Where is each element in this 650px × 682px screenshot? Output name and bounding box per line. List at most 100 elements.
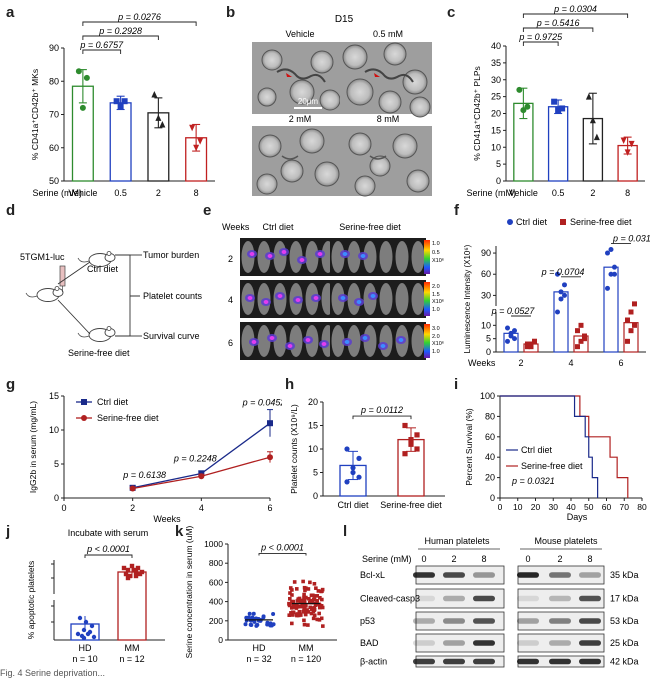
k-point-1-109 bbox=[304, 595, 308, 600]
bli-signal-core-0-0-1 bbox=[267, 254, 273, 258]
blot-band-4-0 bbox=[413, 658, 435, 665]
c-pvalue-0: p = 0.0304 bbox=[553, 4, 597, 14]
f-ytick-label: 0 bbox=[486, 347, 491, 357]
j-point-0-1 bbox=[81, 627, 87, 633]
g-xtick-label: 6 bbox=[267, 503, 272, 513]
a-point-0-1 bbox=[79, 104, 86, 111]
a-pvalue-bracket-0 bbox=[82, 21, 197, 26]
i-xtick-label: 80 bbox=[637, 502, 647, 512]
h-point-0-0 bbox=[344, 479, 350, 485]
c-ytick-label: 35 bbox=[491, 58, 501, 68]
j-category-label-0: HD bbox=[79, 643, 92, 653]
f-point-ctrl-1-4 bbox=[558, 289, 564, 295]
panel-e-week-4: 4 bbox=[228, 295, 233, 305]
bli-signal-core-2-0-3 bbox=[305, 338, 311, 342]
j-point-1-11 bbox=[133, 573, 139, 579]
f-point-ctrl-2-0 bbox=[605, 285, 610, 291]
bli-signal-core-2-1-1 bbox=[362, 336, 368, 340]
k-point-0-22 bbox=[268, 621, 273, 626]
k-pvalue-bracket bbox=[258, 553, 307, 556]
a-point-2-0 bbox=[151, 91, 158, 98]
panel-a-bar-chart: 50 60 70 80 90 % CD41a⁺CD42b⁺ MKs Serine (mM)V… bbox=[30, 12, 215, 198]
panel-f-scatter-bar: 0 5 10 30 60 90 Luminescence Intensity (X10⁶) W… bbox=[463, 217, 650, 368]
bli-mouse-0-0-0 bbox=[241, 241, 255, 273]
k-point-1-63 bbox=[319, 589, 323, 594]
outcome-platelet-counts: Platelet counts bbox=[143, 291, 203, 301]
g-legend-ctrl-marker bbox=[81, 399, 87, 405]
blot-size-label-1: 17 kDa bbox=[610, 594, 639, 604]
mouse-icon-serine-free bbox=[77, 326, 116, 342]
k-point-1-37 bbox=[320, 587, 325, 592]
blot-protein-label-2: p53 bbox=[360, 616, 375, 626]
k-point-1-42 bbox=[288, 586, 293, 590]
a-point-0-0 bbox=[75, 68, 82, 75]
bli-signal-core-1-0-1 bbox=[263, 300, 269, 304]
h-point-1-0 bbox=[402, 451, 408, 457]
k-point-1-112 bbox=[312, 613, 317, 618]
blot-band-0-1 bbox=[443, 572, 465, 578]
k-ytick-label: 800 bbox=[209, 558, 223, 568]
colorbar-top-unit: X10⁶ bbox=[432, 257, 444, 264]
bli-signal-core-2-0-2 bbox=[287, 344, 293, 348]
bli-signal-core-2-0-0 bbox=[251, 340, 257, 344]
panel-b-cond-0-5mm: 0.5 mM bbox=[373, 29, 403, 39]
k-point-1-101 bbox=[292, 603, 296, 608]
panel-i-survival-curve: 0 20 40 60 80 100 0 10 20 30 40 50 60 70 80 Days Percent… bbox=[464, 391, 647, 522]
bli-signal-core-0-0-3 bbox=[299, 258, 305, 262]
h-pvalue-bracket bbox=[352, 415, 412, 420]
colorbar-bot-mid: 2.0 bbox=[432, 334, 440, 340]
k-point-1-106 bbox=[303, 607, 307, 612]
k-ytick-label: 0 bbox=[218, 635, 223, 645]
f-point-sf-2-2 bbox=[632, 322, 637, 328]
g-xtick-label: 4 bbox=[199, 503, 204, 513]
g-pvalue-1: p = 0.2248 bbox=[173, 454, 217, 464]
proplatelet-2 bbox=[281, 155, 299, 160]
c-point-2-2 bbox=[593, 133, 600, 141]
c-ytick-label: 25 bbox=[491, 92, 501, 102]
a-category-label-1: 0.5 bbox=[114, 188, 127, 198]
c-ytick-label: 40 bbox=[491, 41, 501, 51]
j-point-0-5 bbox=[83, 619, 89, 625]
k-point-1-99 bbox=[305, 609, 309, 613]
k-point-1-89 bbox=[309, 607, 314, 611]
f-bar-sf-1 bbox=[573, 335, 589, 353]
j-count-label-1: n = 12 bbox=[119, 654, 144, 664]
k-point-1-69 bbox=[307, 597, 311, 601]
k-point-1-64 bbox=[290, 593, 294, 597]
k-point-1-60 bbox=[298, 600, 303, 605]
panel-c-bar-chart: 0 5 10 15 20 25 30 35 40 % CD41a⁺CD42b⁺ PLPs Serin… bbox=[466, 4, 645, 198]
j-point-1-0 bbox=[121, 565, 127, 571]
bli-signal-core-0-0-0 bbox=[249, 252, 255, 256]
c-point-1-2 bbox=[559, 105, 566, 112]
k-ytick-label: 1000 bbox=[204, 539, 223, 549]
panel-b-cond-8mm: 8 mM bbox=[377, 114, 400, 124]
k-point-1-28 bbox=[290, 621, 294, 626]
cell-3-1 bbox=[392, 133, 418, 159]
f-point-ctrl-0-4 bbox=[508, 330, 514, 336]
blot-band-2-1 bbox=[443, 618, 465, 624]
blot-band-3-3 bbox=[517, 640, 539, 646]
blot-band-3-2 bbox=[473, 640, 495, 646]
bli-signal-core-0-1-1 bbox=[360, 254, 366, 258]
c-point-3-0 bbox=[620, 137, 627, 144]
k-point-1-52 bbox=[290, 588, 294, 592]
cell-3-0 bbox=[348, 132, 372, 156]
g-legend-ctrl: Ctrl diet bbox=[97, 397, 129, 407]
f-point-ctrl-2-4 bbox=[608, 247, 614, 253]
a-point-0-2 bbox=[83, 74, 90, 81]
k-ytick-label: 200 bbox=[209, 616, 223, 626]
k-point-1-54 bbox=[298, 604, 303, 609]
g-y-axis-label: IgG2b in serum (mg/mL) bbox=[28, 401, 38, 493]
bli-mouse-1-1-5 bbox=[411, 283, 425, 315]
a-ytick-label: 70 bbox=[49, 110, 59, 120]
k-point-1-102 bbox=[291, 610, 295, 615]
a-ytick-label: 60 bbox=[49, 143, 59, 153]
k-point-1-100 bbox=[290, 600, 294, 604]
a-pvalue-1: p = 0.2928 bbox=[98, 26, 142, 36]
h-point-1-1 bbox=[408, 441, 414, 447]
a-ytick-label: 50 bbox=[49, 176, 59, 186]
blot-band-1-2 bbox=[473, 595, 495, 602]
blot-band-2-5 bbox=[579, 618, 601, 624]
blot-box-mouse-1 bbox=[517, 588, 605, 609]
a-point-2-2 bbox=[159, 120, 166, 128]
